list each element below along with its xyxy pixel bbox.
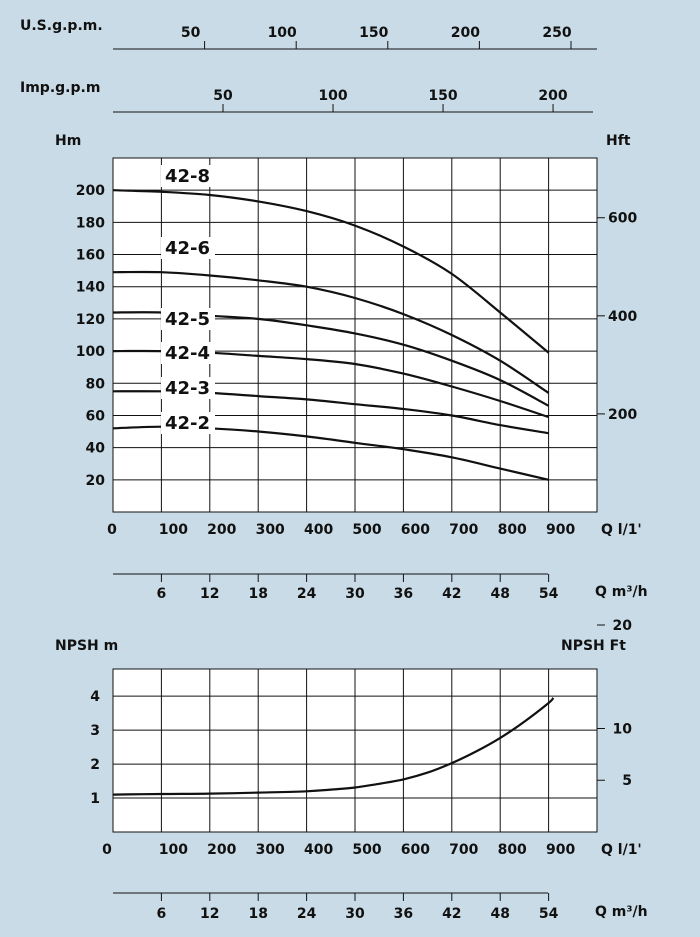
head-y-tick-label: 200 <box>76 183 105 199</box>
npsh-m3h-tick-label: 6 <box>157 906 167 922</box>
head-x-tick-label: 600 <box>401 522 430 538</box>
head-m3h-tick-label: 42 <box>442 586 461 602</box>
usgpm-tick-label: 50 <box>181 25 201 41</box>
npsh-m3h-tick-label: 12 <box>200 906 219 922</box>
impgpm-axis-label: Imp.g.p.m <box>20 80 100 96</box>
npsh-x-tick-label: 100 <box>159 842 188 858</box>
npsh-m3h-axis-title: Q m³/h <box>595 904 648 920</box>
pump-curve-42-8 <box>112 189 550 354</box>
pump-curve-label: 42-4 <box>165 343 210 364</box>
npsh-m3h-tick-label: 30 <box>345 906 365 922</box>
npsh-m3h-tick-label: 36 <box>394 906 413 922</box>
pump-curve-label: 42-8 <box>165 166 210 187</box>
npsh-y2-tick-label: 5 <box>622 773 632 789</box>
npsh-m3h-tick-label: 42 <box>442 906 461 922</box>
impgpm-tick-label: 200 <box>538 88 567 104</box>
npsh-x-tick-label: 400 <box>304 842 333 858</box>
npsh-x-axis-title: Q l/1' <box>601 842 642 858</box>
pump-curve-42-6 <box>112 270 550 394</box>
head-y2-axis-title: Hft <box>606 133 631 149</box>
npsh-x-tick-label: 200 <box>207 842 236 858</box>
usgpm-tick-label: 250 <box>542 25 571 41</box>
npsh-x-tick-label: 600 <box>401 842 430 858</box>
pump-curve-label: 42-2 <box>165 413 210 434</box>
head-x-tick-label: 100 <box>159 522 188 538</box>
head-y-tick-label: 160 <box>76 248 105 264</box>
curve-label-bg <box>161 377 215 399</box>
npsh-x-tick-label: 900 <box>546 842 575 858</box>
head-m3h-axis-title: Q m³/h <box>595 584 648 600</box>
pump-curve-label: 42-6 <box>165 238 210 259</box>
npsh-y-tick-label: 1 <box>90 791 100 807</box>
head-x-tick-label: 700 <box>449 522 478 538</box>
curve-label-bg <box>161 308 215 330</box>
impgpm-tick-label: 50 <box>213 88 233 104</box>
usgpm-tick-label: 200 <box>451 25 480 41</box>
pump-curve-label: 42-3 <box>165 378 210 399</box>
npsh-y-tick-label: 3 <box>90 723 100 739</box>
head-y-tick-label: 100 <box>76 344 105 360</box>
curve-label-bg <box>161 237 215 259</box>
head-m3h-tick-label: 30 <box>345 586 365 602</box>
head-x-tick-label: 200 <box>207 522 236 538</box>
impgpm-tick-label: 100 <box>318 88 347 104</box>
usgpm-axis-label: U.S.g.p.m. <box>20 18 103 34</box>
curve-label-bg <box>161 412 215 434</box>
head-y2-tick-label: 200 <box>608 407 637 423</box>
npsh-x-tick-label: 700 <box>449 842 478 858</box>
npsh-x-tick-label: 300 <box>256 842 285 858</box>
head-y-tick-label: 180 <box>76 215 105 231</box>
head-x-axis-title: Q l/1' <box>601 522 642 538</box>
head-y2-tick-label: 400 <box>608 309 637 325</box>
head-y2-tick-label: 600 <box>608 211 637 227</box>
head-y-tick-label: 40 <box>86 441 106 457</box>
head-m3h-tick-label: 24 <box>297 586 317 602</box>
npsh-curve <box>112 697 555 796</box>
npsh-y-tick-label: 2 <box>90 757 100 773</box>
head-m3h-tick-label: 18 <box>248 586 267 602</box>
npsh-m3h-tick-label: 24 <box>297 906 317 922</box>
npsh-x-tick-label: 500 <box>352 842 381 858</box>
npsh-y2-tick-label: 20 <box>613 618 633 634</box>
head-m3h-tick-label: 6 <box>157 586 167 602</box>
head-m3h-tick-label: 36 <box>394 586 413 602</box>
npsh-y-tick-label: 4 <box>90 689 100 705</box>
npsh-m3h-tick-label: 48 <box>490 906 509 922</box>
head-x-tick-label: 900 <box>546 522 575 538</box>
head-x-tick-label: 800 <box>498 522 527 538</box>
curve-label-bg <box>161 165 215 187</box>
head-y-tick-label: 120 <box>76 312 105 328</box>
npsh-x-tick-label: 800 <box>498 842 527 858</box>
head-m3h-tick-label: 12 <box>200 586 219 602</box>
npsh-y2-tick-label: 10 <box>613 721 633 737</box>
npsh-m3h-tick-label: 54 <box>539 906 559 922</box>
head-m3h-tick-label: 48 <box>490 586 509 602</box>
npsh-y2-axis-title: NPSH Ft <box>561 638 626 654</box>
usgpm-tick-label: 100 <box>268 25 297 41</box>
head-y-tick-label: 60 <box>86 408 106 424</box>
usgpm-tick-label: 150 <box>359 25 388 41</box>
npsh-x-tick-label: 0 <box>102 842 112 858</box>
npsh-m3h-tick-label: 18 <box>248 906 267 922</box>
head-m3h-tick-label: 54 <box>539 586 559 602</box>
impgpm-tick-label: 150 <box>428 88 457 104</box>
head-y-axis-title: Hm <box>55 133 81 149</box>
head-x-tick-label: 0 <box>107 522 117 538</box>
head-y-tick-label: 80 <box>86 376 106 392</box>
head-x-tick-label: 300 <box>256 522 285 538</box>
head-y-tick-label: 140 <box>76 280 105 296</box>
head-x-tick-label: 400 <box>304 522 333 538</box>
curve-label-bg <box>161 342 215 364</box>
npsh-y-axis-title: NPSH m <box>55 638 118 654</box>
pump-curve-label: 42-5 <box>165 309 210 330</box>
head-x-tick-label: 500 <box>352 522 381 538</box>
head-y-tick-label: 20 <box>86 473 106 489</box>
